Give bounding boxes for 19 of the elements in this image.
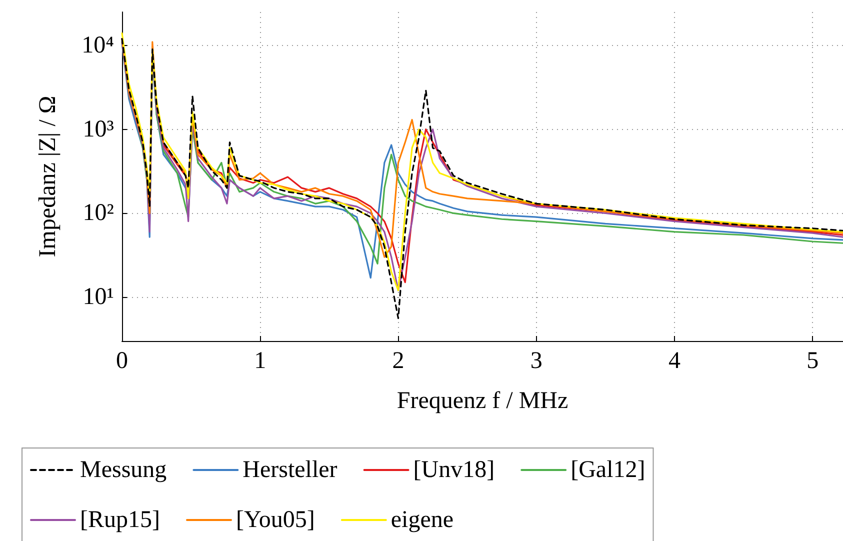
legend-label: [You05] — [236, 507, 315, 533]
x-tick-label: 2 — [392, 348, 404, 374]
legend-label: Messung — [80, 457, 167, 483]
y-axis-title: Impedanz |Z| / Ω — [35, 96, 61, 258]
y-tick-label: 10⁴ — [82, 32, 114, 58]
y-tick-label: 10² — [82, 200, 114, 226]
x-tick-label: 5 — [806, 348, 819, 374]
legend-label: [Unv18] — [413, 457, 495, 483]
y-tick-label: 10¹ — [82, 284, 114, 310]
y-tick-label: 10³ — [82, 116, 114, 142]
legend-label: eigene — [390, 507, 454, 533]
legend-label: [Gal12] — [570, 457, 646, 483]
x-tick-label: 3 — [530, 348, 542, 374]
x-tick-label: 4 — [668, 348, 680, 374]
legend-label: [Rup15] — [80, 507, 160, 533]
legend-label: Hersteller — [242, 457, 338, 483]
x-axis-title: Frequenz f / MHz — [396, 388, 568, 414]
x-tick-label: 1 — [254, 348, 266, 374]
x-tick-label: 0 — [116, 348, 128, 374]
